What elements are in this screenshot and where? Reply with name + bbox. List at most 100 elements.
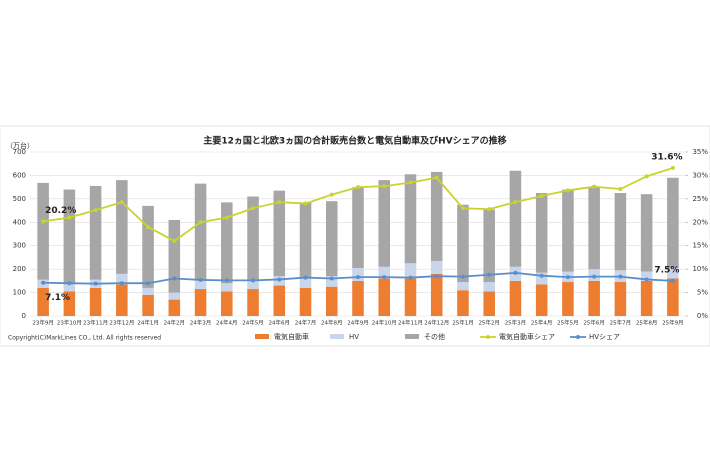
bar-segment	[116, 180, 128, 274]
bar-segment	[37, 182, 49, 280]
bar-segment	[63, 189, 76, 285]
line-marker	[408, 275, 413, 280]
bar-segment	[483, 291, 495, 316]
x-tick-label: 24年6月	[269, 319, 291, 327]
bar-segment	[614, 193, 627, 271]
bar-segment	[247, 279, 259, 290]
x-tick-label: 24年4月	[216, 319, 238, 327]
bar-segment	[352, 187, 364, 268]
x-tick-label: 25年2月	[478, 319, 500, 327]
bar-segment	[483, 209, 495, 283]
line-marker	[67, 215, 72, 220]
x-tick-label: 25年6月	[583, 319, 605, 327]
line-marker	[356, 275, 360, 280]
line-marker	[487, 272, 492, 277]
line-marker	[460, 274, 465, 279]
value-label: 20.2%	[45, 206, 76, 216]
bar-segment	[221, 291, 233, 316]
line-marker	[224, 278, 229, 283]
x-tick-label: 24年12月	[424, 319, 449, 327]
value-label: 7.1%	[45, 293, 70, 303]
bar-segment	[378, 266, 391, 279]
bar-segment	[325, 201, 338, 277]
bar-segment	[273, 190, 286, 277]
bar-segment	[457, 204, 469, 283]
bar-segment	[667, 267, 679, 279]
bar-segment	[588, 280, 600, 316]
bar-segment	[509, 280, 522, 316]
bar-segment	[142, 287, 154, 295]
y-tick-label: 100	[13, 289, 26, 297]
bar-segment	[352, 280, 364, 316]
line-marker	[198, 277, 203, 282]
legend-label: その他	[424, 332, 445, 341]
bar-segment	[667, 278, 679, 316]
x-tick-label: 24年7月	[295, 319, 317, 327]
bar-segment	[430, 171, 443, 261]
bar-segment	[63, 291, 76, 316]
bar-segment	[430, 260, 443, 274]
legend-swatch	[255, 334, 269, 339]
x-tick-label: 24年1月	[137, 319, 159, 327]
bar-segment	[325, 286, 338, 316]
line-marker	[119, 281, 124, 286]
x-tick-label: 25年5月	[557, 319, 579, 327]
y-tick-label: 700	[13, 148, 26, 156]
bar-segment	[404, 263, 417, 279]
bar-segment	[352, 267, 364, 281]
y-tick-label: 200	[13, 265, 26, 273]
bar-segment	[89, 185, 102, 280]
legend-label: 電気自動車	[274, 332, 309, 341]
line-marker	[356, 185, 360, 190]
line-marker	[408, 180, 413, 185]
line-marker	[93, 281, 98, 286]
y2-tick-label: 25%	[692, 195, 708, 203]
y-axis-label: （万台）	[6, 141, 34, 150]
legend-label: HVシェア	[589, 333, 620, 341]
bar-segment	[430, 273, 443, 316]
y2-tick-label: 10%	[692, 265, 708, 273]
x-tick-label: 25年4月	[531, 319, 553, 327]
line-marker	[618, 274, 623, 279]
line-marker	[224, 215, 229, 220]
bar-segment	[562, 189, 574, 272]
line-marker	[513, 200, 518, 205]
bar-segment	[194, 279, 207, 290]
x-tick-label: 24年2月	[164, 319, 186, 327]
bar-segment	[535, 284, 548, 316]
legend-swatch	[330, 334, 344, 339]
bar-segment	[404, 278, 417, 316]
bar-segment	[116, 284, 128, 316]
y2-tick-label: 0%	[697, 312, 708, 320]
line-marker	[198, 220, 203, 225]
y-tick-label: 400	[13, 218, 26, 226]
y2-tick-label: 15%	[692, 242, 708, 250]
bar-segment	[247, 289, 259, 316]
x-tick-label: 25年7月	[610, 319, 632, 327]
bar-segment	[404, 174, 417, 264]
line-marker	[329, 276, 334, 281]
bar-segment	[640, 194, 653, 272]
bar-segment	[562, 282, 574, 316]
line-marker	[329, 192, 334, 197]
x-tick-label: 23年11月	[83, 319, 108, 327]
bar-segment	[640, 280, 653, 316]
y2-tick-label: 5%	[697, 289, 708, 297]
x-tick-label: 24年9月	[347, 319, 369, 327]
bar-segment	[378, 278, 391, 316]
bar-segment	[535, 272, 548, 285]
bar-segment	[299, 287, 312, 316]
line-marker	[146, 281, 151, 286]
x-tick-label: 23年12月	[109, 319, 134, 327]
y-tick-label: 600	[13, 171, 26, 179]
line-marker	[41, 280, 46, 285]
bar-segment	[667, 177, 679, 268]
bar-segment	[535, 193, 548, 273]
line-marker	[592, 184, 597, 189]
x-tick-label: 25年3月	[505, 319, 527, 327]
bar-segment	[194, 289, 207, 316]
bar-segment	[457, 282, 469, 291]
bar-segment	[325, 276, 338, 287]
line-marker	[644, 174, 649, 179]
line-marker	[303, 201, 308, 206]
